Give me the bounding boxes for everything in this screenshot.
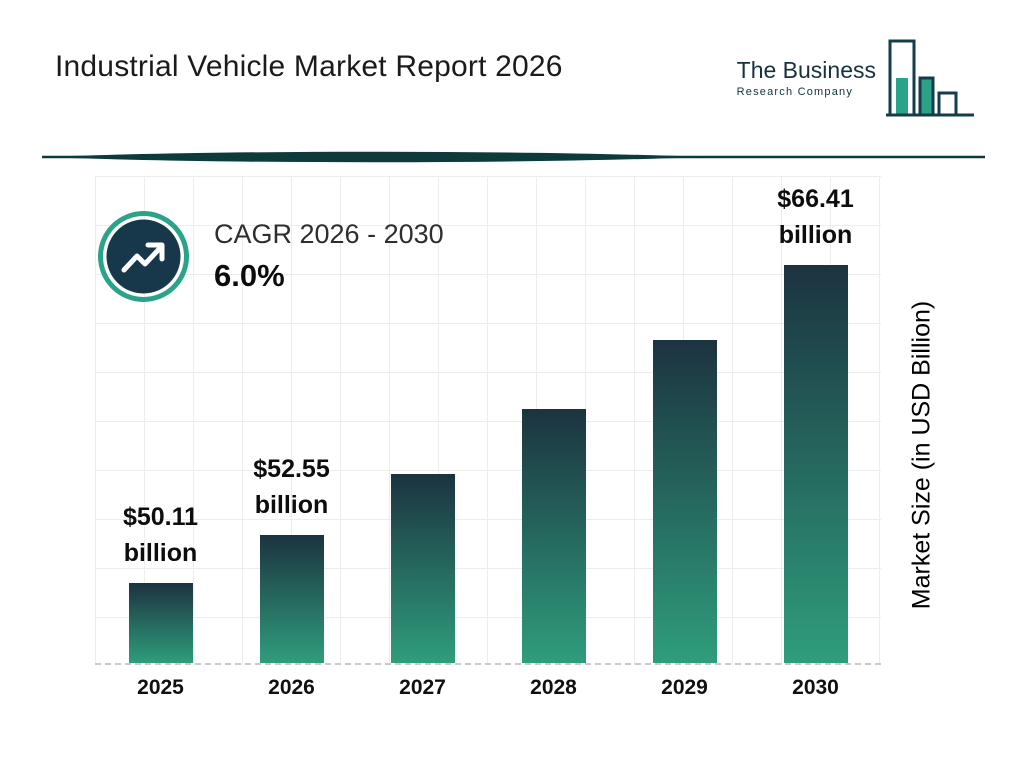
bar-slot: $66.41 billion	[750, 176, 881, 663]
x-axis-labels: 2025 2026 2027 2028 2029 2030	[95, 676, 881, 700]
logo-text: The Business Research Company	[736, 57, 876, 98]
logo-subname: Research Company	[736, 85, 854, 98]
x-axis-label: 2025	[137, 676, 184, 699]
bar-2027	[390, 474, 455, 663]
x-axis-label: 2029	[661, 676, 708, 699]
x-axis-label: 2026	[268, 676, 315, 699]
bar-2026	[259, 535, 324, 663]
bar-value-label: $52.55 billion	[253, 454, 330, 519]
plot-area: $50.11 billion $52.55 billion $66.41 billion	[95, 176, 881, 665]
cagr-badge: CAGR 2026 - 2030 6.0%	[97, 210, 444, 303]
bar-slot	[357, 176, 488, 663]
cagr-text: CAGR 2026 - 2030 6.0%	[214, 219, 444, 294]
bar-value-label: $50.11 billion	[122, 502, 199, 567]
cagr-value: 6.0%	[214, 258, 285, 293]
bar-2025	[128, 583, 193, 663]
trend-arrow-icon	[98, 211, 189, 302]
x-axis-label: 2028	[530, 676, 577, 699]
divider-rule	[42, 151, 985, 163]
bar-2029	[652, 340, 717, 663]
bar-slot	[619, 176, 750, 663]
logo-name: The Business	[736, 57, 876, 84]
cagr-label: CAGR 2026 - 2030	[214, 219, 444, 249]
page-title: Industrial Vehicle Market Report 2026	[55, 50, 563, 83]
bar-chart-logo-icon	[886, 39, 974, 117]
bar-slot: $52.55 billion	[226, 176, 357, 663]
bar-value-label: $66.41 billion	[777, 184, 854, 249]
y-axis-label: Market Size (in USD Billion)	[907, 300, 936, 610]
chart-area: $50.11 billion $52.55 billion $66.41 billion …	[0, 168, 1024, 748]
bar-2030	[783, 265, 848, 663]
x-axis-label: 2027	[399, 676, 446, 699]
bar-2028	[521, 409, 586, 663]
bar-slot: $50.11 billion	[95, 176, 226, 663]
x-axis-label: 2030	[792, 676, 839, 699]
bar-slot	[488, 176, 619, 663]
company-logo: The Business Research Company	[737, 38, 976, 118]
